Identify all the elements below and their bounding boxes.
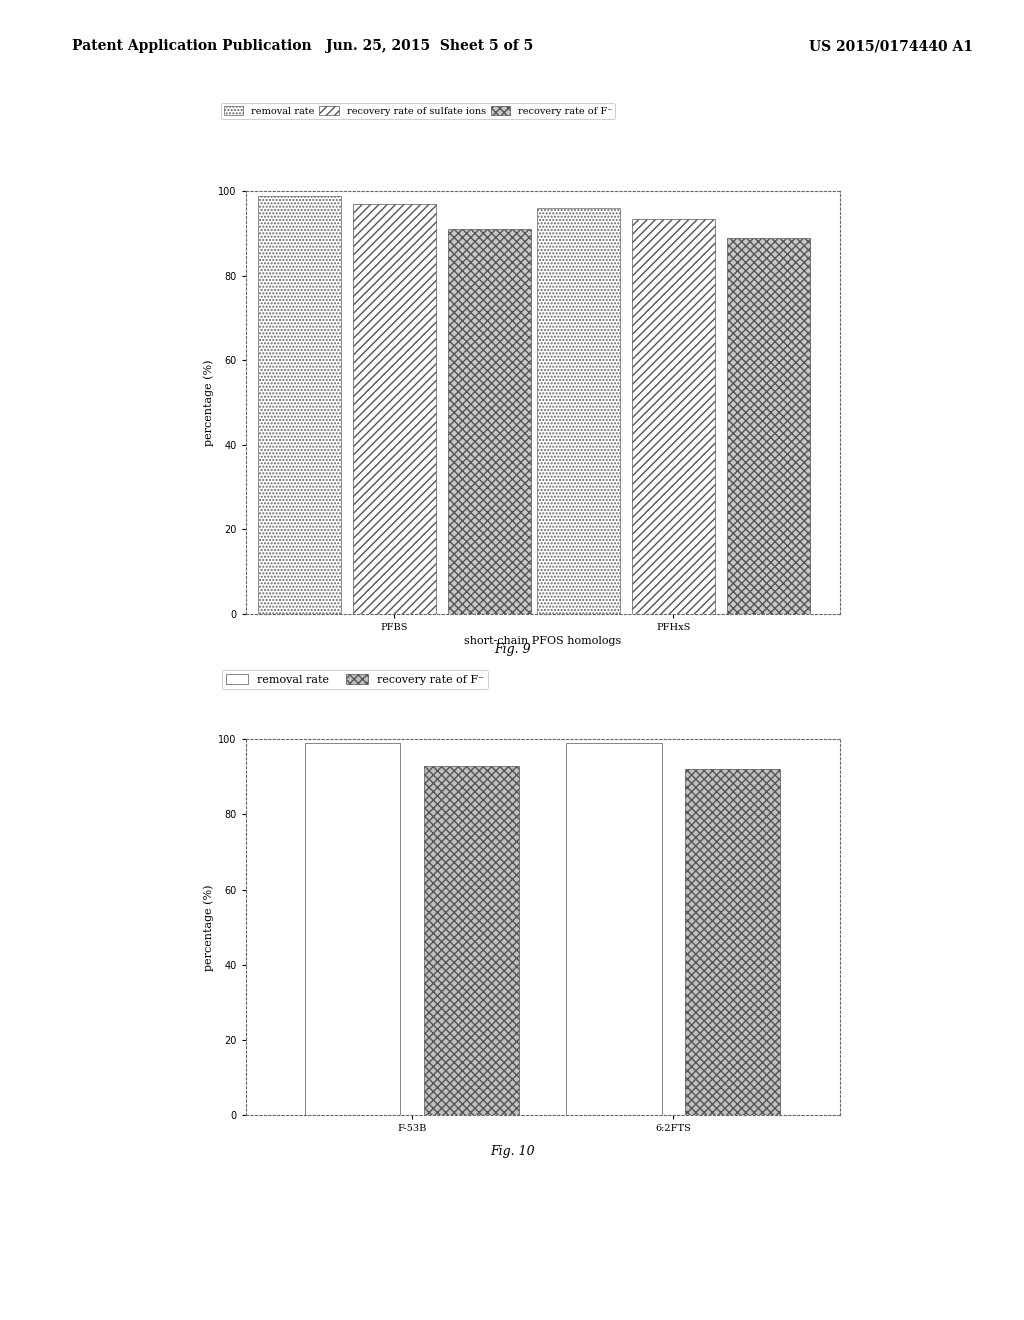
Bar [685,770,780,1115]
X-axis label: short-chain PFOS homologs: short-chain PFOS homologs [464,636,622,645]
Bar [566,743,662,1115]
Text: Patent Application Publication: Patent Application Publication [72,40,311,53]
Bar [727,238,810,614]
Y-axis label: percentage (%): percentage (%) [204,359,214,446]
Bar [537,209,620,614]
Text: Fig. 10: Fig. 10 [489,1144,535,1158]
Bar [447,230,530,614]
Bar [352,205,436,614]
Bar [305,743,400,1115]
Bar [258,195,341,614]
Legend: removal rate, recovery rate of sulfate ions, recovery rate of F⁻: removal rate, recovery rate of sulfate i… [221,103,615,119]
Bar [424,766,519,1115]
Text: US 2015/0174440 A1: US 2015/0174440 A1 [809,40,973,53]
Y-axis label: percentage (%): percentage (%) [204,884,214,970]
Bar [632,219,715,614]
Text: Jun. 25, 2015  Sheet 5 of 5: Jun. 25, 2015 Sheet 5 of 5 [327,40,534,53]
Legend: removal rate, recovery rate of F⁻: removal rate, recovery rate of F⁻ [221,669,488,689]
Text: Fig. 9: Fig. 9 [494,643,530,656]
